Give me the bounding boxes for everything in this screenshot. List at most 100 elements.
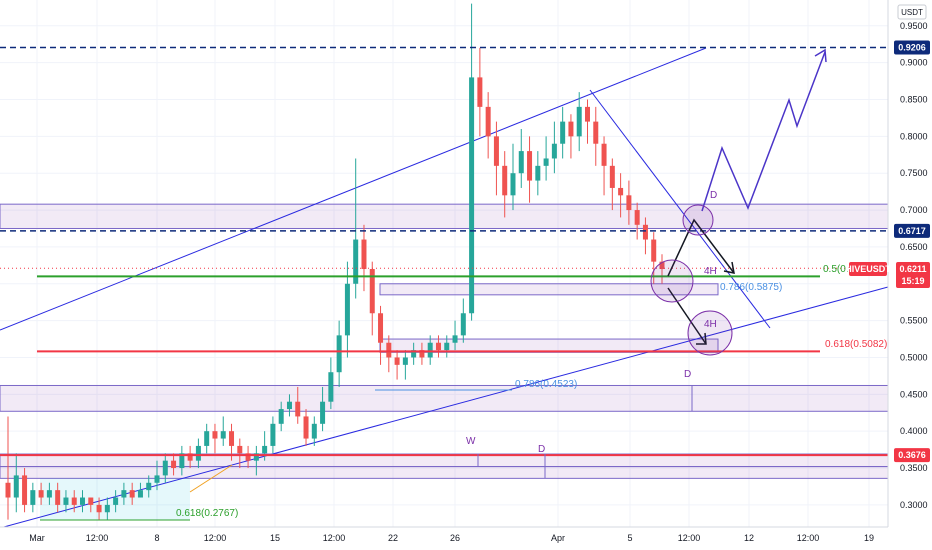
- candle-body[interactable]: [137, 490, 143, 498]
- candle-body[interactable]: [651, 239, 657, 262]
- candle-body[interactable]: [154, 475, 160, 483]
- candle-body[interactable]: [113, 497, 119, 505]
- candle-body[interactable]: [46, 490, 52, 498]
- candle-body[interactable]: [146, 482, 152, 491]
- candle-body[interactable]: [245, 453, 251, 461]
- candle-body[interactable]: [187, 453, 193, 461]
- candle-body[interactable]: [55, 490, 61, 505]
- candle-body[interactable]: [162, 460, 168, 476]
- candle-body[interactable]: [96, 504, 102, 513]
- candle-body[interactable]: [560, 121, 566, 144]
- projection-arrow[interactable]: [667, 218, 735, 277]
- y-tick-label: 0.9500: [900, 21, 928, 31]
- candle-body[interactable]: [320, 401, 326, 424]
- candle-body[interactable]: [634, 210, 640, 225]
- candle-body[interactable]: [30, 490, 36, 505]
- candle-body[interactable]: [13, 475, 19, 498]
- candle-body[interactable]: [518, 151, 524, 174]
- candle-body[interactable]: [179, 453, 185, 469]
- candle-body[interactable]: [22, 475, 28, 505]
- candle-body[interactable]: [262, 445, 268, 454]
- supply-demand-zone[interactable]: [0, 466, 889, 479]
- candle-body[interactable]: [295, 401, 301, 417]
- price-tag: [894, 223, 930, 238]
- candle-body[interactable]: [204, 431, 210, 446]
- candle-body[interactable]: [104, 504, 110, 513]
- candle-body[interactable]: [253, 453, 259, 461]
- candle-body[interactable]: [237, 445, 243, 454]
- candle-body[interactable]: [502, 165, 508, 196]
- highlight-circle[interactable]: [682, 204, 714, 236]
- candle-body[interactable]: [303, 416, 309, 439]
- candle-body[interactable]: [659, 261, 665, 270]
- candle-body[interactable]: [286, 401, 292, 410]
- candle-body[interactable]: [212, 431, 218, 439]
- candle-body[interactable]: [80, 497, 86, 505]
- time-axis[interactable]: [0, 527, 888, 550]
- candle-body[interactable]: [642, 224, 648, 240]
- y-tick-label: 0.5000: [900, 352, 928, 362]
- candle-body[interactable]: [361, 239, 367, 270]
- supply-demand-zone[interactable]: [0, 203, 889, 229]
- projection-arrow[interactable]: [667, 287, 707, 345]
- candle-body[interactable]: [394, 357, 400, 365]
- candle-body[interactable]: [270, 423, 276, 446]
- candle-body[interactable]: [469, 77, 475, 314]
- candle-body[interactable]: [311, 423, 317, 439]
- candle-body[interactable]: [88, 497, 94, 505]
- candle-body[interactable]: [402, 357, 408, 365]
- candle-body[interactable]: [584, 106, 590, 122]
- candle-body[interactable]: [527, 151, 533, 181]
- candle-body[interactable]: [452, 335, 458, 343]
- candle-body[interactable]: [344, 283, 350, 336]
- candle-body[interactable]: [195, 445, 201, 461]
- candle-body[interactable]: [485, 106, 491, 137]
- highlight-circle[interactable]: [687, 310, 733, 356]
- candle-body[interactable]: [369, 269, 375, 314]
- candle-body[interactable]: [38, 490, 44, 498]
- candle-body[interactable]: [609, 165, 615, 188]
- candle-body[interactable]: [411, 350, 417, 358]
- price-tag: [894, 40, 930, 55]
- highlight-circle[interactable]: [650, 259, 694, 303]
- candle-body[interactable]: [129, 490, 135, 498]
- candle-body[interactable]: [493, 136, 499, 166]
- candle-body[interactable]: [535, 165, 541, 181]
- candle-body[interactable]: [278, 409, 284, 424]
- candle-body[interactable]: [510, 173, 516, 196]
- candle-body[interactable]: [626, 195, 632, 211]
- candle-body[interactable]: [477, 77, 483, 107]
- candle-body[interactable]: [551, 143, 557, 159]
- trend-line[interactable]: [189, 464, 233, 493]
- candle-body[interactable]: [328, 372, 334, 402]
- currency-badge[interactable]: [897, 4, 927, 20]
- y-tick-label: 0.9000: [900, 58, 928, 68]
- candle-body[interactable]: [601, 143, 607, 166]
- candle-body[interactable]: [336, 335, 342, 373]
- candle-body[interactable]: [63, 497, 69, 505]
- candle-body[interactable]: [576, 106, 582, 137]
- candle-body[interactable]: [543, 158, 549, 166]
- candle-body[interactable]: [121, 490, 127, 498]
- candle-body[interactable]: [618, 187, 624, 196]
- candle-body[interactable]: [419, 350, 425, 358]
- candle-body[interactable]: [568, 121, 574, 137]
- candle-body[interactable]: [71, 497, 77, 505]
- projection-path[interactable]: [701, 51, 826, 212]
- candle-body[interactable]: [220, 431, 226, 439]
- trend-line[interactable]: [589, 89, 771, 329]
- candle-body[interactable]: [444, 342, 450, 351]
- trend-line[interactable]: [0, 47, 707, 331]
- candle-body[interactable]: [353, 239, 359, 284]
- candle-body[interactable]: [593, 121, 599, 144]
- candle-body[interactable]: [5, 482, 11, 498]
- candle-body[interactable]: [427, 342, 433, 358]
- supply-demand-zone[interactable]: [379, 283, 719, 296]
- candle-body[interactable]: [435, 342, 441, 351]
- candle-body[interactable]: [229, 431, 235, 446]
- candle-body[interactable]: [460, 313, 466, 336]
- candle-body[interactable]: [386, 342, 392, 358]
- candle-body[interactable]: [378, 313, 384, 343]
- candle-body[interactable]: [171, 460, 177, 469]
